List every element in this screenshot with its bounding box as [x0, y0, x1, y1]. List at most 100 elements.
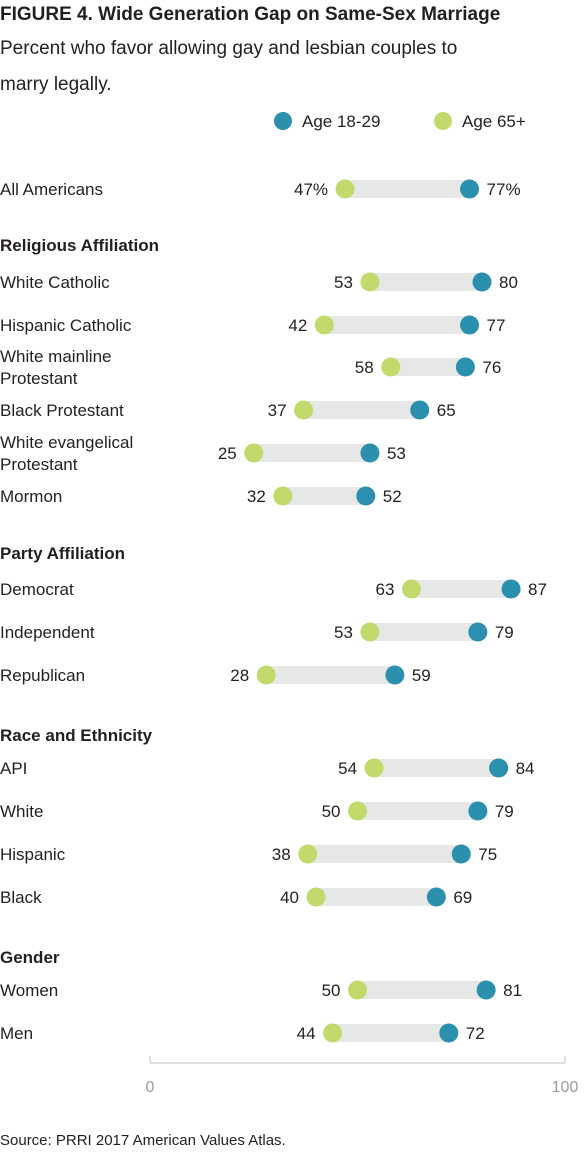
value-label-age-65-plus-white: 50 — [322, 802, 341, 821]
value-label-age-65-plus-hispanic: 38 — [272, 845, 291, 864]
dot-age-65-plus-mormon — [273, 486, 293, 506]
dot-age-65-plus-women — [348, 980, 367, 1000]
category-label-white-catholic: White Catholic — [0, 273, 110, 292]
dot-age-65-plus-black-protestant — [294, 400, 314, 420]
value-label-age-65-plus-hispanic-catholic: 42 — [288, 316, 307, 335]
category-label-line: Protestant — [0, 455, 78, 474]
category-label-mormon: Mormon — [0, 487, 62, 506]
value-label-age-18-29-independent: 79 — [495, 623, 514, 642]
category-label-hispanic: Hispanic — [0, 845, 66, 864]
value-label-age-65-plus-mormon: 32 — [247, 487, 266, 506]
category-label-line: Protestant — [0, 369, 78, 388]
dot-age-65-plus-black — [306, 887, 326, 907]
dot-age-18-29-white — [468, 801, 488, 821]
category-label-democrat: Democrat — [0, 580, 74, 599]
dot-age-65-plus-democrat — [401, 579, 421, 599]
x-axis: 0 100 — [146, 1056, 579, 1096]
dot-age-18-29-independent — [468, 622, 488, 642]
dot-age-18-29-black-protestant — [410, 400, 430, 420]
value-label-age-65-plus-independent: 53 — [334, 623, 353, 642]
legend: Age 18-29 Age 65+ — [274, 112, 526, 131]
value-label-age-18-29-hispanic-catholic: 77 — [487, 316, 506, 335]
value-label-age-65-plus-white-catholic: 53 — [334, 273, 353, 292]
category-label-women: Women — [0, 981, 58, 1000]
category-label-line: White mainline — [0, 347, 112, 366]
source-note: Source: PRRI 2017 American Values Atlas. — [0, 1132, 286, 1149]
value-label-age-65-plus-black-protestant: 37 — [268, 401, 287, 420]
value-label-age-18-29-all-americans: 77% — [487, 180, 521, 199]
value-label-age-18-29-mormon: 52 — [383, 487, 402, 506]
dot-age-65-plus-republican — [256, 665, 276, 685]
value-label-age-65-plus-api: 54 — [338, 759, 357, 778]
dot-age-65-plus-all-americans — [335, 179, 355, 199]
category-label-men: Men — [0, 1024, 33, 1043]
dot-age-18-29-hispanic — [451, 844, 471, 864]
dot-age-18-29-all-americans — [460, 179, 480, 199]
category-label-hispanic-catholic: Hispanic Catholic — [0, 316, 132, 335]
dot-age-18-29-democrat — [501, 579, 521, 599]
dot-age-18-29-white-evangelical-protestant — [360, 443, 380, 463]
dot-age-65-plus-men — [323, 1023, 343, 1043]
chart-title: FIGURE 4. Wide Generation Gap on Same-Se… — [0, 4, 500, 25]
dot-age-65-plus-hispanic-catholic — [314, 315, 334, 335]
value-label-age-18-29-api: 84 — [516, 759, 535, 778]
legend-swatch-age-18-29 — [274, 112, 292, 130]
value-label-age-18-29-black-protestant: 65 — [437, 401, 456, 420]
dot-age-18-29-republican — [385, 665, 405, 685]
category-label-independent: Independent — [0, 623, 95, 642]
legend-label-age-18-29: Age 18-29 — [302, 112, 380, 131]
value-label-age-65-plus-white-evangelical-protestant: 25 — [218, 444, 237, 463]
section-label-party-affiliation: Party Affiliation — [0, 544, 125, 563]
dot-age-18-29-mormon — [356, 486, 376, 506]
value-label-age-18-29-women: 81 — [503, 981, 522, 1000]
dot-age-18-29-hispanic-catholic — [460, 315, 480, 335]
value-label-age-65-plus-men: 44 — [297, 1024, 316, 1043]
value-label-age-18-29-hispanic: 75 — [478, 845, 497, 864]
legend-swatch-age-65-plus — [434, 112, 452, 130]
section-label-gender: Gender — [0, 948, 60, 967]
value-label-age-18-29-republican: 59 — [412, 666, 431, 685]
dot-age-18-29-api — [489, 758, 509, 778]
category-label-line: White evangelical — [0, 433, 133, 452]
chart-subtitle-line-1: Percent who favor allowing gay and lesbi… — [0, 38, 457, 59]
value-label-age-18-29-white-mainline-protestant: 76 — [482, 358, 501, 377]
dot-age-65-plus-api — [364, 758, 384, 778]
value-label-age-18-29-white: 79 — [495, 802, 514, 821]
chart-subtitle-line-2: marry legally. — [0, 74, 112, 95]
value-label-age-18-29-democrat: 87 — [528, 580, 547, 599]
dot-age-18-29-white-mainline-protestant — [455, 357, 475, 377]
category-label-api: API — [0, 759, 27, 778]
value-label-age-65-plus-white-mainline-protestant: 58 — [355, 358, 374, 377]
dot-age-18-29-black — [426, 887, 446, 907]
dot-age-65-plus-hispanic — [298, 844, 318, 864]
value-label-age-18-29-black: 69 — [453, 888, 472, 907]
category-label-black: Black — [0, 888, 42, 907]
value-label-age-65-plus-black: 40 — [280, 888, 299, 907]
chart-rows: All Americans 47% 77% Religious Affiliation… — [0, 179, 547, 1043]
dot-age-18-29-white-catholic — [472, 272, 492, 292]
category-label-black-protestant: Black Protestant — [0, 401, 124, 420]
category-label-white: White — [0, 802, 43, 821]
value-label-age-65-plus-democrat: 63 — [376, 580, 395, 599]
value-label-age-18-29-white-evangelical-protestant: 53 — [387, 444, 406, 463]
category-label-white-mainline-protestant: White mainline Protestant — [0, 347, 112, 388]
dot-age-65-plus-independent — [360, 622, 380, 642]
value-label-age-65-plus-all-americans: 47% — [294, 180, 328, 199]
value-label-age-18-29-white-catholic: 80 — [499, 273, 518, 292]
dot-age-65-plus-white-catholic — [360, 272, 380, 292]
dot-age-18-29-men — [439, 1023, 459, 1043]
legend-label-age-65-plus: Age 65+ — [462, 112, 526, 131]
value-label-age-65-plus-republican: 28 — [230, 666, 249, 685]
x-tick-label-100: 100 — [552, 1079, 579, 1096]
dot-age-18-29-women — [476, 980, 496, 1000]
category-label-republican: Republican — [0, 666, 85, 685]
dot-age-65-plus-white-evangelical-protestant — [244, 443, 264, 463]
section-label-race-and-ethnicity: Race and Ethnicity — [0, 726, 153, 745]
value-label-age-65-plus-women: 50 — [322, 981, 341, 1000]
category-label-white-evangelical-protestant: White evangelical Protestant — [0, 433, 133, 474]
dot-age-65-plus-white — [348, 801, 367, 821]
section-label-religious-affiliation: Religious Affiliation — [0, 236, 159, 255]
value-label-age-18-29-men: 72 — [466, 1024, 485, 1043]
x-tick-label-0: 0 — [146, 1079, 155, 1096]
